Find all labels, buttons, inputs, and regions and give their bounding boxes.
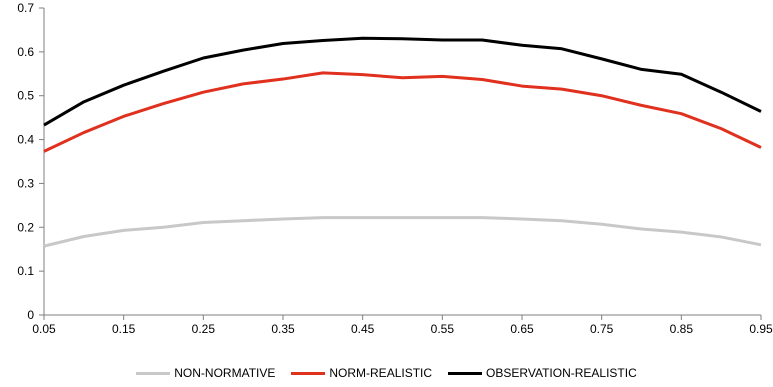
- y-tick-label: 0.2: [17, 220, 34, 234]
- y-tick-label: 0.6: [17, 45, 34, 59]
- legend-label-non-normative: NON-NORMATIVE: [174, 366, 276, 380]
- legend-swatch-norm-realistic: [291, 371, 326, 375]
- x-tick-label: 0.05: [32, 322, 56, 336]
- legend-item-observation-realistic: OBSERVATION-REALISTIC: [448, 366, 637, 380]
- legend-label-norm-realistic: NORM-REALISTIC: [329, 366, 433, 380]
- y-tick-label: 0.5: [17, 89, 34, 103]
- x-tick-label: 0.65: [510, 322, 534, 336]
- line-chart: 0 0.1 0.2 0.3 0.4 0.5 0.6 0.7 0.05 0.15 0.25 0.35 0.…: [17, 1, 773, 336]
- y-tick-label: 0.4: [17, 133, 34, 147]
- x-tick-label: 0.85: [670, 322, 694, 336]
- legend-swatch-non-normative: [136, 371, 171, 375]
- y-tick-label: 0.1: [17, 264, 34, 278]
- y-tick-label: 0.7: [17, 1, 34, 15]
- x-tick-label: 0.25: [192, 322, 216, 336]
- x-tick-label: 0.75: [590, 322, 614, 336]
- y-tick-label: 0.3: [17, 176, 34, 190]
- series-line-observation-realistic: [43, 36, 762, 127]
- legend-item-norm-realistic: NORM-REALISTIC: [291, 366, 432, 380]
- series-lines: [43, 36, 762, 248]
- axes: 0 0.1 0.2 0.3 0.4 0.5 0.6 0.7 0.05 0.15 0.25 0.35 0.…: [17, 1, 773, 336]
- legend: NON-NORMATIVE NORM-REALISTIC OBSERVATION…: [0, 366, 773, 380]
- series-line-norm-realistic: [43, 71, 762, 153]
- x-tick-label: 0.55: [431, 322, 455, 336]
- x-tick-label: 0.95: [749, 322, 773, 336]
- legend-label-observation-realistic: OBSERVATION-REALISTIC: [486, 366, 637, 380]
- x-tick-label: 0.45: [351, 322, 375, 336]
- legend-item-non-normative: NON-NORMATIVE: [136, 366, 275, 380]
- y-tick-label: 0: [27, 308, 34, 322]
- series-line-non-normative: [43, 216, 762, 248]
- x-tick-label: 0.15: [112, 322, 136, 336]
- legend-swatch-observation-realistic: [448, 371, 483, 375]
- x-tick-label: 0.35: [271, 322, 295, 336]
